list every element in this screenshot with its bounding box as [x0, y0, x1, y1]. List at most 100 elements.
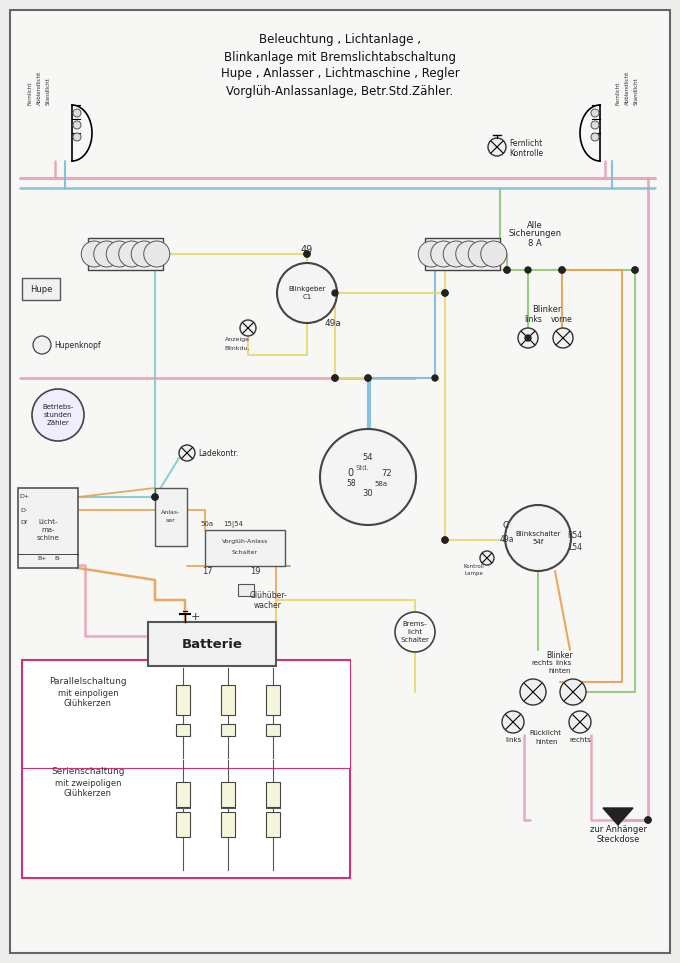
Text: Brems-: Brems-: [403, 621, 427, 627]
Text: B+: B+: [37, 556, 47, 560]
Bar: [221, 813, 235, 838]
Circle shape: [645, 817, 651, 823]
Bar: [18, 488, 78, 568]
Text: 8 A: 8 A: [528, 239, 542, 247]
Text: stunden: stunden: [44, 412, 72, 418]
Circle shape: [645, 817, 651, 823]
Circle shape: [504, 267, 510, 273]
Text: Vorglüh-Anlass: Vorglüh-Anlass: [222, 539, 268, 544]
Circle shape: [418, 241, 444, 267]
Text: Hupe: Hupe: [30, 284, 52, 294]
Text: 49a: 49a: [500, 535, 514, 544]
Bar: [205, 530, 285, 566]
Text: links: links: [505, 737, 521, 743]
Bar: [266, 685, 280, 715]
Circle shape: [504, 267, 510, 273]
Text: mit zweipoligen: mit zweipoligen: [55, 778, 121, 788]
Bar: [176, 685, 190, 715]
Text: 54: 54: [362, 454, 373, 462]
Text: Batterie: Batterie: [182, 638, 243, 650]
Bar: [155, 488, 187, 546]
Circle shape: [332, 375, 338, 381]
Circle shape: [632, 267, 638, 273]
Circle shape: [143, 241, 170, 267]
Bar: [22, 278, 60, 300]
Text: Fernlicht: Fernlicht: [509, 139, 542, 147]
Circle shape: [502, 711, 524, 733]
Bar: [88, 238, 163, 270]
Text: Blinkanlage mit Bremslichtabschaltung: Blinkanlage mit Bremslichtabschaltung: [224, 50, 456, 64]
Circle shape: [332, 375, 338, 381]
Circle shape: [320, 429, 416, 525]
Text: C: C: [502, 520, 508, 530]
Text: Sicherungen: Sicherungen: [509, 229, 562, 239]
Bar: [266, 783, 280, 808]
Circle shape: [152, 494, 158, 500]
Circle shape: [365, 375, 371, 381]
Circle shape: [442, 290, 448, 296]
Circle shape: [304, 251, 310, 257]
Text: Serienschaltung: Serienschaltung: [51, 768, 124, 776]
Circle shape: [505, 505, 571, 571]
Text: Hupe , Anlasser , Lichtmaschine , Regler: Hupe , Anlasser , Lichtmaschine , Regler: [220, 67, 460, 81]
Circle shape: [73, 133, 81, 141]
Circle shape: [179, 445, 195, 461]
Text: Kontrolle: Kontrolle: [509, 148, 543, 158]
Text: wacher: wacher: [254, 602, 282, 611]
Text: D+: D+: [19, 494, 29, 500]
Text: Lampe: Lampe: [464, 571, 483, 577]
Circle shape: [395, 612, 435, 652]
Bar: [221, 724, 235, 736]
Text: Blinker: Blinker: [547, 650, 573, 660]
Text: Kontroll: Kontroll: [464, 564, 484, 569]
Circle shape: [240, 320, 256, 336]
Text: 72: 72: [381, 469, 392, 478]
Text: licht: licht: [407, 629, 422, 635]
Bar: [176, 813, 190, 838]
Circle shape: [469, 241, 494, 267]
Circle shape: [332, 290, 338, 296]
Text: Blinkgeber: Blinkgeber: [288, 286, 326, 292]
Text: 54f: 54f: [532, 539, 543, 545]
Text: Glühkerzen: Glühkerzen: [64, 789, 112, 797]
Circle shape: [73, 121, 81, 129]
Bar: [266, 813, 280, 838]
Circle shape: [553, 328, 573, 348]
Text: Ladekontr.: Ladekontr.: [198, 449, 238, 457]
Text: Df: Df: [20, 520, 27, 526]
Text: 50a: 50a: [201, 521, 214, 527]
Text: Fernlicht: Fernlicht: [27, 82, 33, 105]
Text: 58: 58: [346, 480, 356, 488]
Text: Parallelschaltung: Parallelschaltung: [49, 678, 126, 687]
Circle shape: [81, 241, 107, 267]
Circle shape: [442, 537, 448, 543]
Bar: [238, 584, 254, 596]
Bar: [221, 783, 235, 808]
Circle shape: [304, 251, 310, 257]
Text: zur Anhänger: zur Anhänger: [590, 825, 647, 835]
Text: Schalter: Schalter: [232, 550, 258, 555]
Text: rechts: rechts: [569, 737, 591, 743]
Circle shape: [518, 328, 538, 348]
Bar: [176, 783, 190, 808]
Text: links: links: [524, 316, 542, 325]
Circle shape: [560, 679, 586, 705]
Text: B-: B-: [55, 556, 61, 560]
Text: hinten: hinten: [549, 668, 571, 674]
Text: Std.: Std.: [355, 465, 369, 471]
Text: Licht-: Licht-: [38, 519, 58, 525]
Text: links: links: [555, 660, 571, 666]
Circle shape: [430, 241, 457, 267]
Bar: [22, 660, 350, 878]
Circle shape: [591, 121, 599, 129]
Text: R54: R54: [567, 531, 583, 539]
Circle shape: [131, 241, 157, 267]
Circle shape: [442, 537, 448, 543]
Text: 15|54: 15|54: [223, 520, 243, 528]
Text: Standlicht: Standlicht: [46, 77, 50, 105]
Text: Betriebs-: Betriebs-: [42, 404, 73, 410]
Circle shape: [525, 267, 531, 273]
Text: mit einpoligen: mit einpoligen: [58, 689, 118, 697]
Text: Blinker: Blinker: [532, 305, 562, 315]
Bar: [266, 724, 280, 736]
